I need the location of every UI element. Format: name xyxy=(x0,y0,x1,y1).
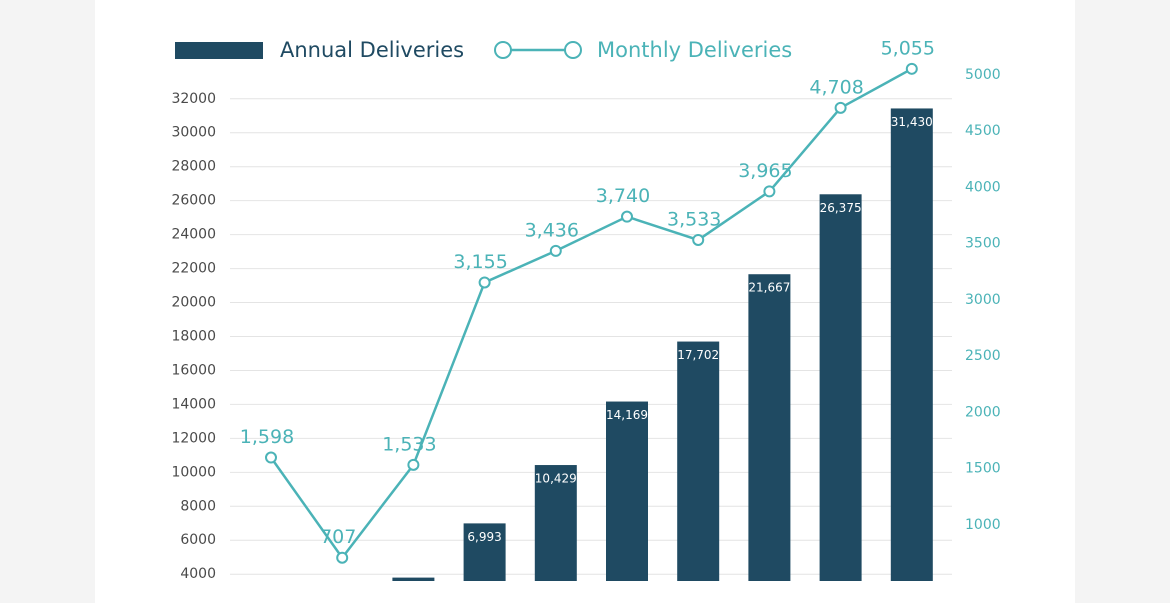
y-tick-label: 32000 xyxy=(171,91,216,107)
line-point xyxy=(265,451,277,464)
line-point xyxy=(407,458,420,471)
legend-marker xyxy=(494,41,512,59)
line-value-label: 3,436 xyxy=(525,219,579,241)
line-value-label: 4,708 xyxy=(809,76,863,98)
y-tick-label: 18000 xyxy=(171,328,216,344)
y2-tick-label: 5000 xyxy=(965,67,1001,83)
y-tick-label: 24000 xyxy=(171,227,216,243)
y2-tick-label: 3500 xyxy=(965,236,1001,252)
bar xyxy=(606,401,648,581)
y-tick-label: 20000 xyxy=(171,295,216,311)
line-value-label: 1,598 xyxy=(240,426,294,448)
line-point xyxy=(834,101,847,114)
legend-label: Monthly Deliveries xyxy=(597,38,792,62)
legend-marker xyxy=(564,41,582,59)
y2-tick-label: 2000 xyxy=(965,404,1001,420)
y-tick-label: 8000 xyxy=(180,498,216,514)
line-point xyxy=(621,210,633,223)
y2-tick-label: 4500 xyxy=(965,123,1001,139)
y-tick-label: 4000 xyxy=(180,566,216,582)
y2-tick-label: 4000 xyxy=(965,179,1001,195)
line xyxy=(269,67,913,560)
y-tick-label: 28000 xyxy=(171,159,216,175)
legend-swatch xyxy=(175,42,263,59)
line-value-label: 3,965 xyxy=(738,160,792,182)
line-point xyxy=(692,233,705,246)
line-value-label: 3,740 xyxy=(596,185,650,207)
y2-tick-label: 2500 xyxy=(965,348,1001,364)
line-value-label: 707 xyxy=(320,526,356,548)
y-tick-label: 12000 xyxy=(171,430,216,446)
bar-value-label: 21,667 xyxy=(748,281,790,295)
line-point xyxy=(763,185,776,198)
y-tick-label: 16000 xyxy=(171,362,216,378)
bar xyxy=(392,577,435,581)
bar xyxy=(534,465,577,581)
line-value-label: 3,533 xyxy=(667,208,721,230)
bar xyxy=(748,274,791,581)
line-point xyxy=(549,244,562,257)
legend-label: Annual Deliveries xyxy=(280,38,464,62)
bar-value-label: 31,430 xyxy=(891,115,933,129)
y2-tick-label: 1500 xyxy=(965,461,1001,477)
y-tick-label: 30000 xyxy=(171,125,216,141)
bar-value-label: 17,702 xyxy=(677,348,719,362)
bar xyxy=(819,194,862,581)
y-tick-label: 6000 xyxy=(180,532,216,548)
line-value-label: 3,155 xyxy=(453,251,507,273)
bar-value-label: 10,429 xyxy=(535,472,577,486)
y2-tick-label: 3000 xyxy=(965,292,1001,308)
y2-tick-label: 1000 xyxy=(965,517,1001,533)
bar-value-label: 14,169 xyxy=(606,408,648,422)
line-value-label: 1,533 xyxy=(382,433,436,455)
y-tick-label: 22000 xyxy=(171,261,216,277)
y-tick-label: 10000 xyxy=(171,464,216,480)
line-value-label: 5,055 xyxy=(881,37,935,59)
bar-value-label: 6,993 xyxy=(467,530,501,544)
y-tick-label: 26000 xyxy=(171,193,216,209)
y-tick-label: 14000 xyxy=(171,396,216,412)
line-point xyxy=(336,551,349,564)
bar xyxy=(677,341,720,581)
line-point xyxy=(905,62,918,75)
bar xyxy=(463,523,506,581)
line-point xyxy=(478,276,491,289)
bar-value-label: 26,375 xyxy=(820,201,862,215)
bar xyxy=(890,108,933,582)
